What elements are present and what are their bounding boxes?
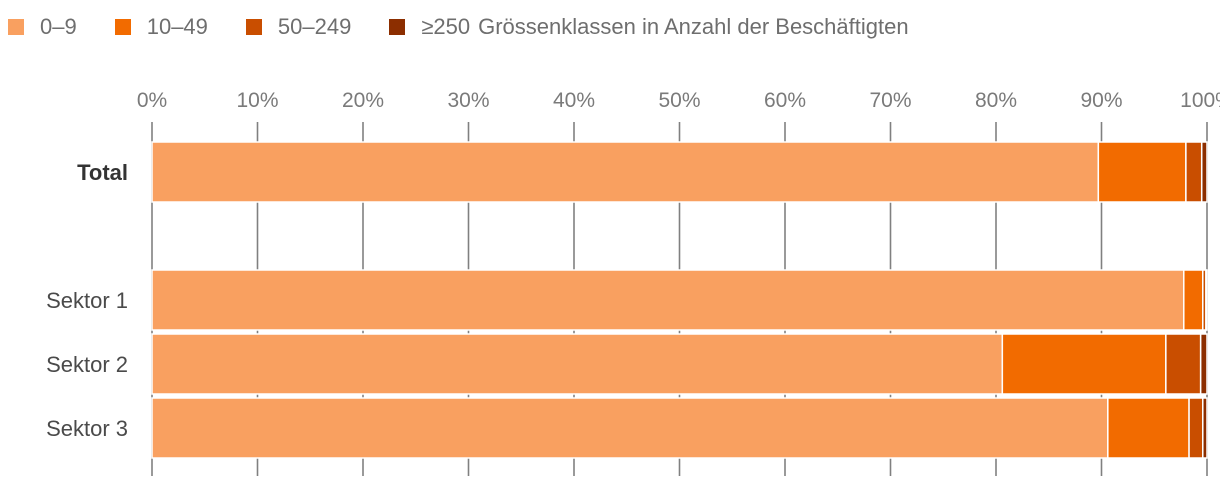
legend-label-50-249: 50–249 — [277, 14, 352, 39]
bar-segment — [1097, 141, 1187, 203]
bar-segment — [151, 141, 1100, 203]
x-tick-label: 90% — [1080, 89, 1122, 112]
legend-label-10-49: 10–49 — [146, 14, 208, 39]
legend: 0–9 10–49 50–249 ≥250 Grössenklassen in … — [8, 12, 909, 42]
bar-segment — [1001, 333, 1167, 395]
legend-swatch-10-49 — [114, 19, 131, 35]
bar-segment — [1200, 141, 1208, 203]
category-label: Total — [77, 160, 128, 185]
x-tick-label: 20% — [342, 89, 384, 112]
x-tick-label: 0% — [137, 89, 167, 112]
x-tick-label: 40% — [553, 89, 595, 112]
bar-segment — [1202, 397, 1208, 459]
category-label: Sektor 3 — [46, 416, 128, 441]
x-tick-label: 30% — [447, 89, 489, 112]
legend-item-250-plus: ≥250 Grössenklassen in Anzahl der Beschä… — [389, 14, 909, 40]
legend-label-0-9: 0–9 — [40, 14, 77, 39]
bar-segment — [151, 269, 1185, 331]
legend-swatch-250-plus — [389, 19, 406, 35]
category-label: Sektor 1 — [46, 288, 128, 313]
legend-item-0-9: 0–9 — [8, 14, 77, 40]
bar-segment — [1199, 333, 1208, 395]
legend-label-250-plus: ≥250 — [421, 14, 471, 39]
x-tick-label: 80% — [975, 89, 1017, 112]
bar-segment — [1165, 333, 1202, 395]
legend-title: Grössenklassen in Anzahl der Beschäftigt… — [478, 14, 909, 39]
bar-segment — [151, 397, 1109, 459]
bar-segment — [1188, 397, 1204, 459]
x-tick-label: 60% — [764, 89, 806, 112]
x-tick-label: 70% — [869, 89, 911, 112]
x-tick-label: 100% — [1180, 89, 1220, 112]
bars: Total Sektor 1 Sektor 2 Sektor 3 — [46, 141, 1208, 459]
bar-segment — [1107, 397, 1190, 459]
x-tick-label: 10% — [236, 89, 278, 112]
legend-swatch-0-9 — [8, 19, 24, 35]
legend-swatch-50-249 — [245, 19, 262, 35]
bar-segment — [151, 333, 1004, 395]
legend-item-50-249: 50–249 — [245, 14, 352, 40]
legend-item-10-49: 10–49 — [114, 14, 208, 40]
bar-segment — [1205, 269, 1208, 331]
bar-segment — [1183, 269, 1204, 331]
category-label: Sektor 2 — [46, 352, 128, 377]
bar-segment — [1185, 141, 1203, 203]
x-tick-label: 50% — [658, 89, 700, 112]
